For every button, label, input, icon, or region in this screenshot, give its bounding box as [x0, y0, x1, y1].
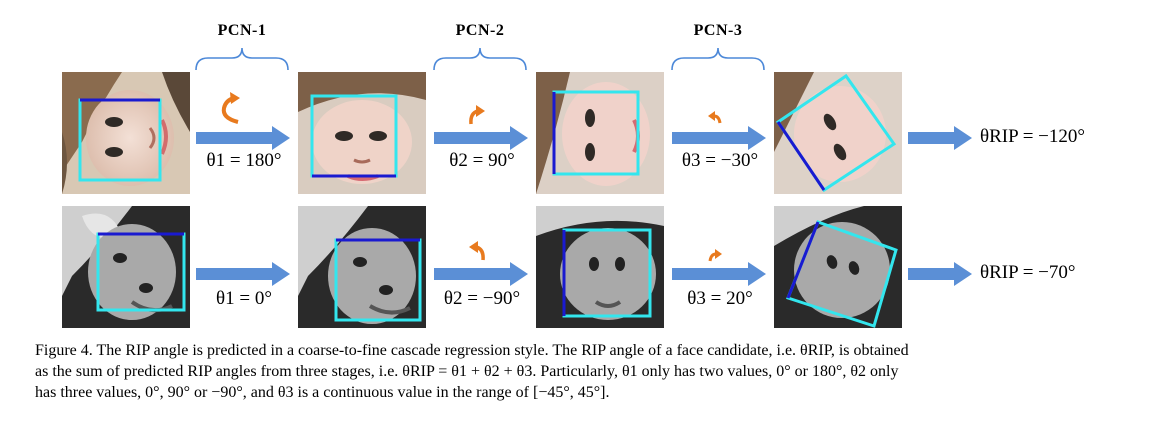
face-image-row1-input	[62, 72, 190, 194]
rotation-icon-90-cw	[469, 105, 485, 125]
stage-label-pcn3: PCN-3	[693, 22, 743, 39]
rotation-icon-30-ccw	[708, 111, 722, 124]
stage-label-pcn1: PCN-1	[217, 22, 267, 39]
arrow-row2-pcn2	[434, 262, 528, 286]
theta-label-row1-pcn1: θ1 = 180°	[206, 150, 282, 171]
arrow-row1-pcn3	[672, 126, 766, 150]
theta-label-row2-pcn3: θ3 = 20°	[687, 288, 753, 309]
theta-label-row1-pcn2: θ2 = 90°	[449, 150, 515, 171]
brace-pcn1	[195, 47, 289, 71]
face-image-row1-after-pcn1	[298, 72, 426, 194]
rotation-icon-90-ccw	[469, 241, 485, 261]
figure-caption: Figure 4. The RIP angle is predicted in …	[35, 340, 1135, 403]
theta-label-row1-pcn3: θ3 = −30°	[681, 150, 759, 171]
brace-pcn2	[433, 47, 527, 71]
rotation-icon-20-cw	[708, 249, 722, 262]
arrow-row2-final	[908, 262, 972, 286]
arrow-row2-pcn1	[196, 262, 290, 286]
rotation-icon-180	[221, 92, 240, 124]
figure: PCN-1 PCN-2 PCN-3	[62, 22, 1085, 328]
caption-line-1: Figure 4. The RIP angle is predicted in …	[35, 342, 909, 359]
brace-pcn3	[671, 47, 765, 71]
face-image-row2-after-pcn1	[298, 206, 426, 328]
face-image-row1-after-pcn3	[774, 72, 902, 194]
theta-label-row2-pcn2: θ2 = −90°	[443, 288, 521, 309]
caption-line-3: has three values, 0°, 90° or −90°, and θ…	[35, 384, 610, 401]
face-image-row1-after-pcn2	[536, 72, 664, 194]
face-image-row2-after-pcn2	[536, 206, 664, 328]
face-image-row2-input	[62, 206, 190, 328]
face-image-row2-after-pcn3	[774, 206, 902, 328]
arrow-row1-pcn1	[196, 126, 290, 150]
theta-rip-row2: θRIP = −70°	[980, 262, 1076, 283]
arrow-row1-pcn2	[434, 126, 528, 150]
arrow-row1-final	[908, 126, 972, 150]
arrow-row2-pcn3	[672, 262, 766, 286]
stage-label-pcn2: PCN-2	[455, 22, 505, 39]
theta-label-row2-pcn1: θ1 = 0°	[216, 288, 272, 309]
caption-line-2: as the sum of predicted RIP angles from …	[35, 363, 899, 380]
theta-rip-row1: θRIP = −120°	[980, 126, 1085, 147]
